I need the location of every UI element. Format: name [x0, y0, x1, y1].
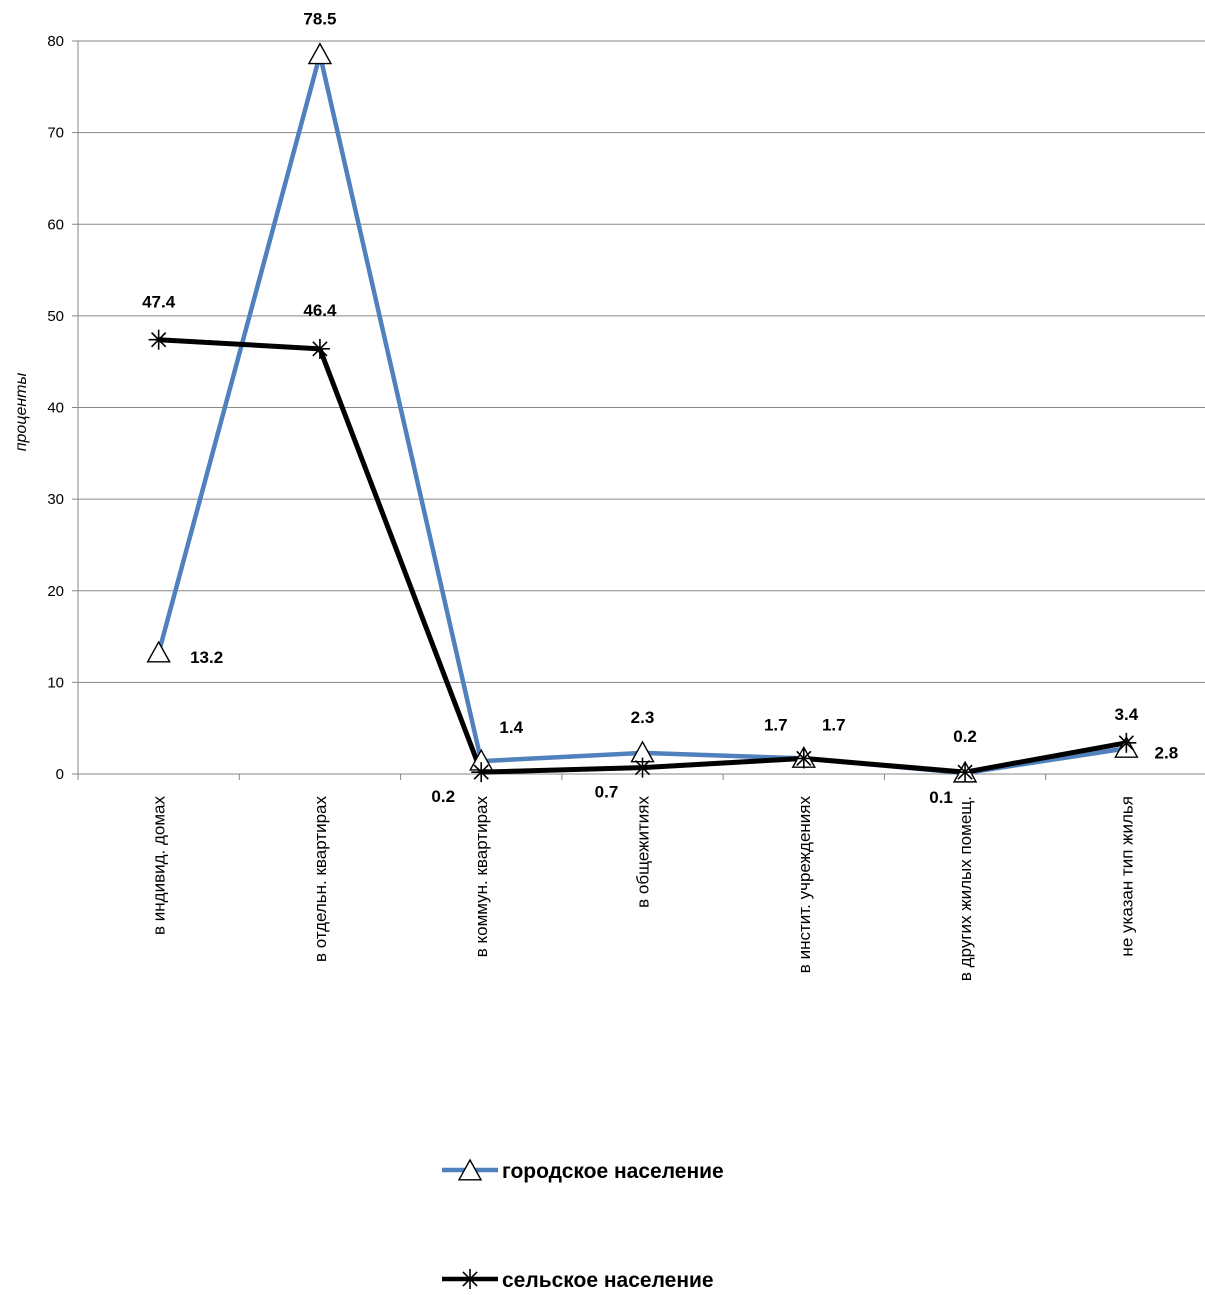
y-axis-label: проценты	[13, 373, 30, 452]
data-label: 1.4	[499, 718, 523, 737]
category-label: в коммун. квартирах	[472, 796, 491, 958]
grid-lines	[78, 40, 1205, 683]
y-tick-label: 40	[47, 400, 64, 417]
y-tick-label: 80	[47, 33, 64, 50]
y-tick-label: 60	[47, 216, 64, 233]
category-label: не указан тип жилья	[1117, 796, 1136, 957]
data-label: 47.4	[142, 293, 176, 312]
y-tick-label: 10	[47, 674, 64, 691]
category-label: в общежитиях	[634, 796, 653, 908]
data-labels: 13.2 78.5 1.4 2.3 1.7 0.1 2.8 47.4 46.4 0.2 0.7 1.7…	[142, 10, 1178, 807]
data-label: 3.4	[1115, 705, 1139, 724]
star-marker	[955, 762, 976, 783]
legend-label: городское население	[502, 1160, 724, 1183]
y-tick-labels: 0 10 20 30 40 50 60 70 80	[47, 33, 64, 783]
series-lines	[156, 52, 1127, 776]
category-label: в индивид. домах	[150, 796, 169, 935]
series-line-0	[156, 52, 1127, 776]
data-label: 2.3	[631, 708, 655, 727]
legend: городское население сельское население	[442, 1158, 724, 1292]
y-tick-label: 70	[47, 125, 64, 142]
data-label: 0.2	[953, 727, 977, 746]
data-label: 46.4	[303, 301, 337, 320]
legend-entry-1: сельское население	[442, 1269, 714, 1292]
y-tick-label: 50	[47, 308, 64, 325]
data-label: 1.7	[822, 715, 846, 734]
star-marker	[793, 748, 814, 769]
category-labels: в индивид. домах в отдельн. квартирах в ко…	[150, 796, 1137, 982]
data-label: 1.7	[764, 715, 788, 734]
star-marker	[1116, 732, 1137, 753]
y-tick-label: 0	[56, 766, 64, 783]
triangle-marker	[457, 1158, 483, 1181]
legend-entry-0: городское население	[442, 1158, 724, 1183]
y-tick-label: 20	[47, 583, 64, 600]
data-label: 0.7	[595, 783, 619, 802]
axes	[72, 40, 1205, 780]
category-label: в инстит. учреждениях	[795, 796, 814, 974]
star-marker	[309, 338, 330, 359]
data-label: 13.2	[190, 648, 223, 667]
data-label: 0.1	[929, 788, 953, 807]
legend-label: сельское население	[502, 1269, 714, 1292]
star-marker	[471, 762, 492, 783]
series-markers	[146, 42, 1139, 783]
data-label: 0.2	[431, 787, 455, 806]
star-marker	[460, 1269, 480, 1289]
star-marker	[632, 757, 653, 778]
star-marker	[148, 329, 169, 350]
triangle-marker	[307, 42, 333, 65]
category-label: в отдельн. квартирах	[311, 796, 330, 962]
y-tick-label: 30	[47, 491, 64, 508]
triangle-marker	[146, 640, 171, 663]
data-label: 2.8	[1155, 743, 1179, 762]
category-label: в других жилых помещ.	[956, 796, 975, 981]
data-label: 78.5	[303, 10, 336, 29]
